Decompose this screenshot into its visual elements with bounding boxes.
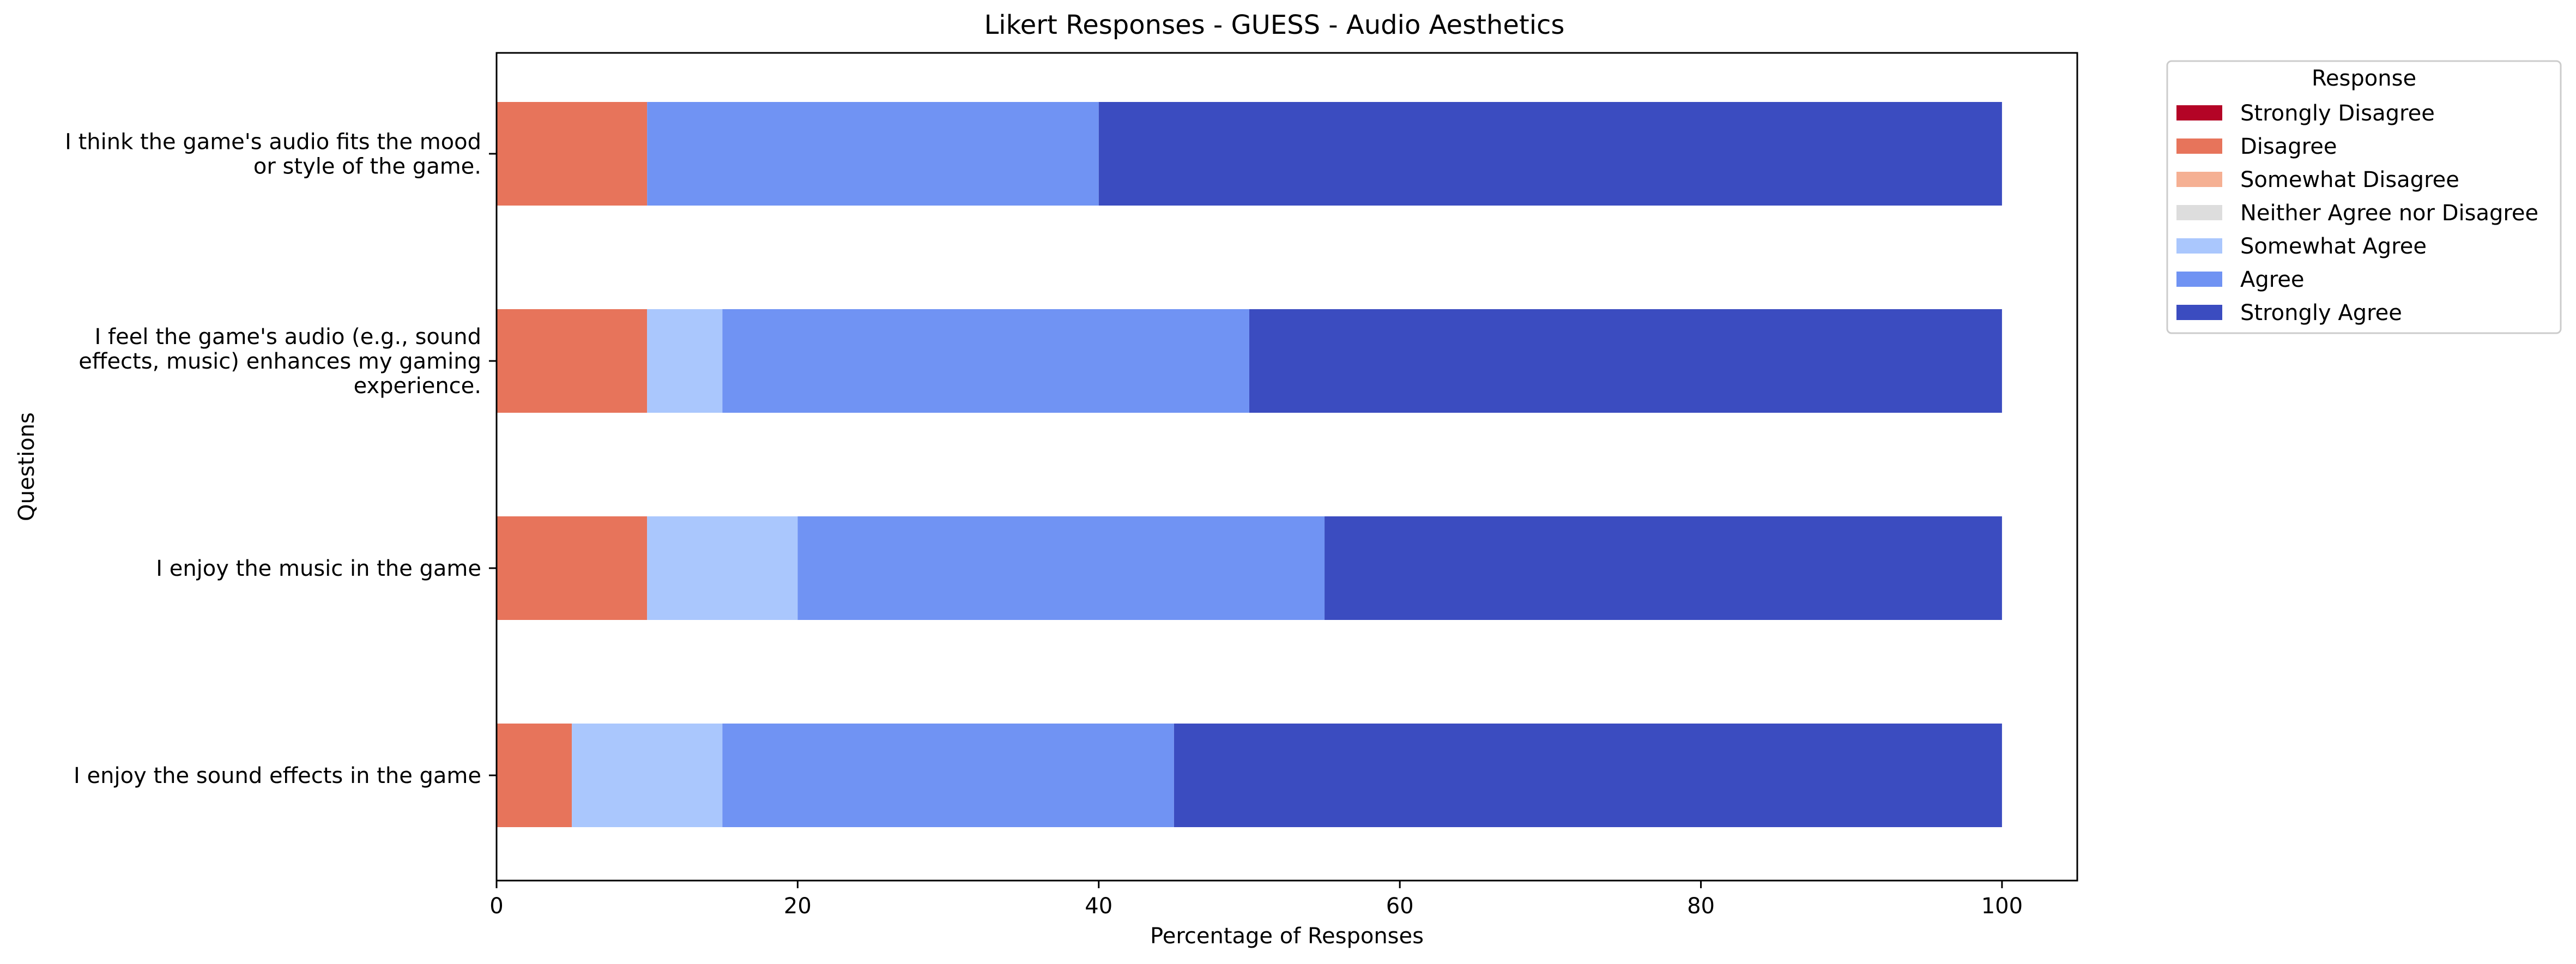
bar-segment: [647, 102, 1099, 206]
y-tick-labels: I think the game's audio fits the moodor…: [65, 130, 497, 788]
legend-label: Strongly Agree: [2240, 300, 2402, 326]
bar-segment: [1098, 102, 2002, 206]
x-tick-label: 80: [1687, 894, 1715, 919]
legend-swatch: [2176, 272, 2222, 287]
x-tick-label: 40: [1085, 894, 1112, 919]
legend-swatch: [2176, 238, 2222, 254]
plot-frame: [495, 52, 2078, 882]
bar-segment: [497, 102, 648, 206]
chart-title: Likert Responses - GUESS - Audio Aesthet…: [984, 10, 1565, 40]
bar-segment: [1174, 724, 2002, 827]
legend-label: Somewhat Disagree: [2240, 167, 2459, 192]
legend-label: Strongly Disagree: [2240, 101, 2435, 126]
legend-label: Agree: [2240, 267, 2305, 292]
y-tick-label: experience.: [354, 373, 481, 399]
y-tick-label: I feel the game's audio (e.g., sound: [95, 324, 481, 350]
x-tick-label: 20: [784, 894, 812, 919]
x-tick-label: 60: [1386, 894, 1414, 919]
legend-label: Somewhat Agree: [2240, 234, 2427, 259]
y-tick-label: I think the game's audio fits the mood: [65, 130, 481, 155]
bar-segment: [1325, 516, 2002, 620]
y-axis-label: Questions: [14, 412, 39, 521]
legend-items: Strongly Disagree Disagree Somewhat Disagr…: [2176, 101, 2538, 326]
bar-segment: [497, 309, 648, 413]
legend: Response Strongly Disagree Disagree Somewh…: [2166, 60, 2562, 334]
bar-segment: [572, 724, 723, 827]
bar-segment: [647, 309, 723, 413]
y-tick-label: I enjoy the sound effects in the game: [74, 763, 481, 788]
bars-layer: [497, 102, 2002, 827]
bar-segment: [797, 516, 1325, 620]
legend-box: [2166, 60, 2562, 334]
bar-segment: [722, 309, 1249, 413]
legend-label: Neither Agree nor Disagree: [2240, 201, 2538, 226]
legend-title: Response: [2312, 66, 2416, 91]
x-tick-labels: 0 20 40 60 80 100: [489, 881, 2023, 919]
legend-swatch: [2176, 305, 2222, 320]
x-axis-label: Percentage of Responses: [1150, 924, 1424, 949]
legend-label: Disagree: [2240, 134, 2337, 159]
legend-swatch: [2176, 105, 2222, 120]
legend-swatch: [2176, 138, 2222, 154]
y-tick-label: or style of the game.: [253, 154, 481, 179]
x-tick-label: 100: [1981, 894, 2023, 919]
y-tick-label: I enjoy the music in the game: [156, 556, 481, 581]
x-tick-label: 0: [489, 894, 503, 919]
bar-segment: [647, 516, 798, 620]
bar-segment: [1249, 309, 2002, 413]
bar-segment: [722, 724, 1174, 827]
legend-swatch: [2176, 172, 2222, 187]
y-tick-label: effects, music) enhances my gaming: [78, 349, 481, 374]
legend-swatch: [2176, 205, 2222, 220]
bar-segment: [497, 516, 648, 620]
bar-segment: [497, 724, 572, 827]
